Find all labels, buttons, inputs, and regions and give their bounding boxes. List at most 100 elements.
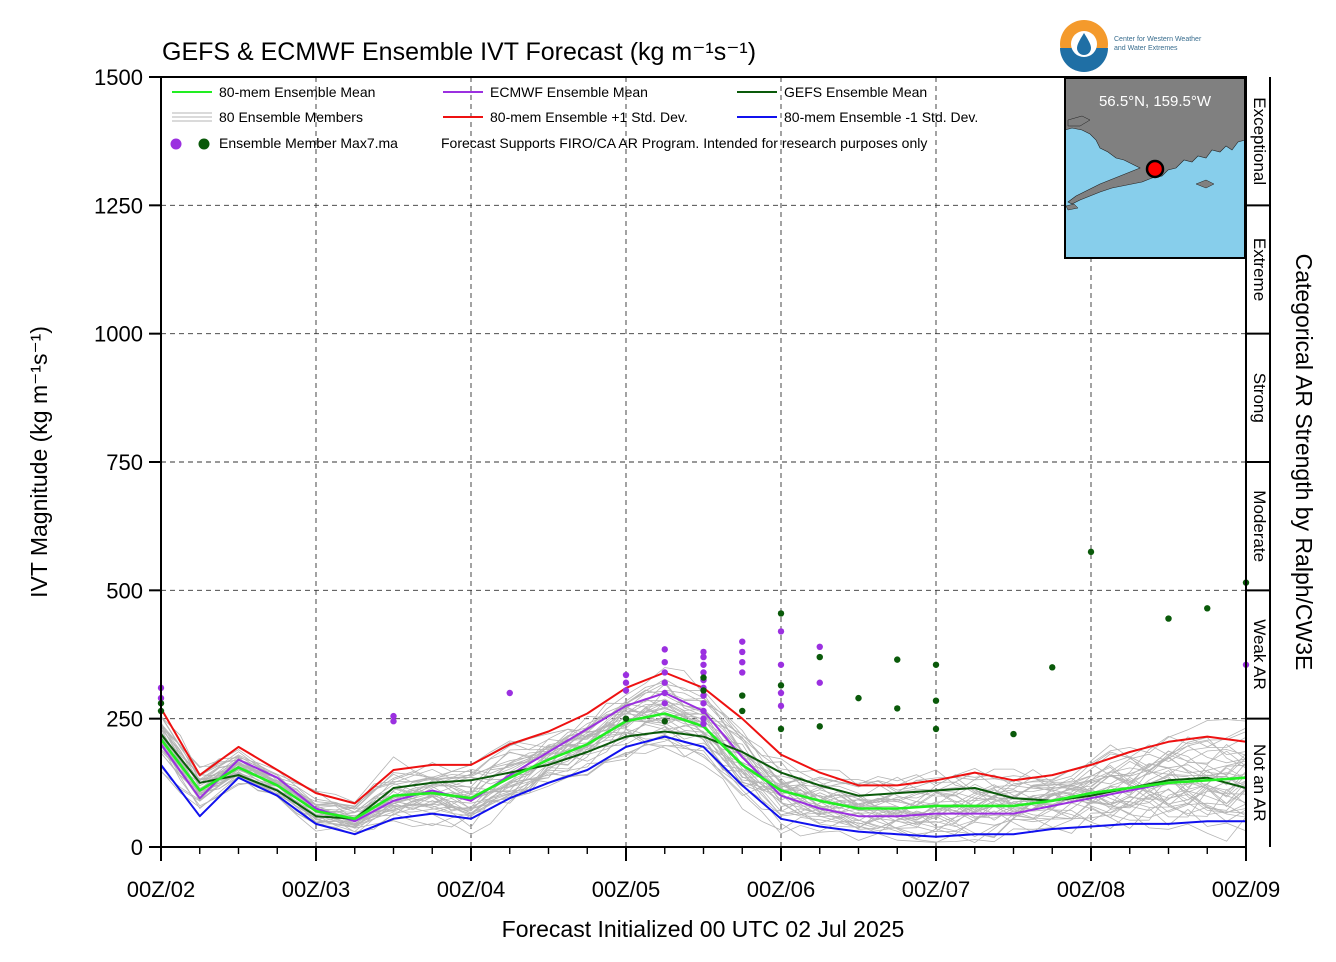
- x-tick-label-7: 00Z/09: [1212, 877, 1281, 902]
- gefs-max-dot-13: [855, 694, 862, 702]
- gefs-max-dot-12: [816, 723, 823, 730]
- cat-label-3: Strong: [1250, 373, 1269, 423]
- ecmwf-max-dot-21: [700, 700, 707, 707]
- logo-line1: Center for Western Weather: [1114, 36, 1202, 43]
- ar-category-axis: Not an AR Weak AR Moderate Strong Extreme Exc…: [1246, 97, 1270, 822]
- gefs-max-dot-14: [894, 656, 901, 663]
- cat-label-4: Extreme: [1250, 238, 1269, 301]
- cat-label-5: Exceptional: [1250, 97, 1269, 185]
- member-line-30: [160, 726, 1247, 838]
- y-axis: 0 250 500 750 1000 1250 1500: [94, 65, 161, 860]
- ecmwf-max-dot-32: [777, 702, 785, 710]
- right-axis-label: Categorical AR Strength by Ralph/CW3E: [1291, 254, 1317, 671]
- gefs-max-dot-6: [739, 692, 746, 699]
- ecmwf-max-dot-34: [816, 679, 823, 686]
- legend-label-minus-sd: 80-mem Ensemble -1 Std. Dev.: [784, 109, 978, 125]
- y-tick-label-3: 750: [106, 450, 143, 475]
- gefs-max-dot-21: [1087, 548, 1095, 556]
- ecmwf-max-dot-2: [390, 712, 397, 720]
- ecmwf-max-dot-9: [661, 659, 668, 666]
- ecmwf-max-dot-22: [700, 707, 707, 715]
- member-line-29: [160, 703, 1247, 824]
- y-tick-label-5: 1250: [94, 193, 143, 218]
- x-axis: 00Z/02 00Z/03 00Z/04 00Z/05 00Z/06 00Z/07 00Z/…: [127, 847, 1281, 902]
- cat-label-1: Weak AR: [1250, 619, 1269, 690]
- gefs-max-dot-16: [932, 661, 940, 668]
- gefs-max-dot-15: [894, 705, 901, 712]
- ecmwf-max-dot-23: [700, 715, 707, 722]
- max7-dots: [157, 548, 1250, 738]
- member-line-23: [160, 743, 1247, 844]
- ecmwf-max-dot-4: [506, 689, 513, 697]
- legend-dot-ecmwf: [170, 138, 182, 150]
- gefs-max-dot-20: [1049, 664, 1056, 671]
- legend: 80-mem Ensemble Mean ECMWF Ensemble Mean…: [170, 84, 978, 151]
- gefs-max-dot-17: [932, 697, 940, 704]
- ecmwf-max-dot-11: [661, 679, 668, 686]
- cat-label-0: Not an AR: [1250, 744, 1269, 822]
- y-axis-label: IVT Magnitude (kg m⁻¹s⁻¹): [26, 326, 52, 598]
- x-tick-label-5: 00Z/07: [902, 877, 971, 902]
- gridlines: [161, 77, 1246, 847]
- ecmwf-max-dot-29: [777, 628, 785, 635]
- inset-land: [1064, 77, 1246, 205]
- ecmwf-max-dot-24: [700, 720, 707, 727]
- inset-location-label: 56.5°N, 159.5°W: [1099, 93, 1212, 110]
- inset-island-b: [1195, 179, 1215, 189]
- x-tick-label-3: 00Z/05: [592, 877, 661, 902]
- y-tick-label-1: 250: [106, 707, 143, 732]
- y-tick-label-4: 1000: [94, 322, 143, 347]
- ecmwf-max-dot-5: [622, 671, 630, 679]
- x-tick-label-4: 00Z/06: [747, 877, 816, 902]
- legend-label-max7: Ensemble Member Max7.ma: [219, 135, 398, 151]
- x-tick-label-0: 00Z/02: [127, 877, 196, 902]
- inset-map: 56.5°N, 159.5°W: [1064, 77, 1246, 259]
- logo-line2: and Water Extremes: [1114, 45, 1178, 52]
- x-axis-label: Forecast Initialized 00 UTC 02 Jul 2025: [502, 916, 905, 942]
- gefs-max-dot-4: [700, 674, 707, 681]
- logo-water-icon: [1060, 48, 1108, 72]
- legend-label-ecmwf: ECMWF Ensemble Mean: [490, 84, 648, 100]
- legend-label-gefs: GEFS Ensemble Mean: [784, 84, 927, 100]
- inset-frame: [1064, 77, 1246, 259]
- series-line-4: [160, 735, 1246, 838]
- gefs-max-dot-5: [700, 687, 707, 694]
- y-tick-label-6: 1500: [94, 65, 143, 90]
- ecmwf-max-dot-14: [700, 648, 707, 656]
- chart-title: GEFS & ECMWF Ensemble IVT Forecast (kg m…: [162, 38, 756, 66]
- gefs-max-dot-23: [1204, 605, 1211, 612]
- cw3e-logo: Center for Western Weather and Water Ext…: [1060, 20, 1202, 72]
- member-line-32: [160, 702, 1247, 839]
- ecmwf-max-dot-10: [661, 669, 668, 676]
- ecmwf-max-dot-3: [390, 718, 397, 725]
- logo-drop-icon: [1077, 33, 1091, 55]
- legend-label-members: 80 Ensemble Members: [219, 109, 363, 125]
- member-line-12: [160, 717, 1247, 829]
- location-marker-icon: [1145, 159, 1165, 179]
- legend-label-mean: 80-mem Ensemble Mean: [219, 84, 375, 100]
- inset-island-c: [1065, 203, 1079, 211]
- ecmwf-max-dot-31: [777, 689, 785, 697]
- inset-island-a: [1067, 115, 1091, 127]
- ecmwf-max-dot-15: [700, 653, 707, 661]
- ecmwf-max-dot-6: [622, 679, 630, 686]
- member-line-16: [160, 709, 1247, 828]
- gefs-max-dot-7: [739, 707, 746, 715]
- ecmwf-max-dot-25: [739, 638, 746, 645]
- ecmwf-max-dot-27: [739, 659, 746, 666]
- member-line-5: [160, 745, 1247, 843]
- gefs-max-dot-2: [622, 715, 630, 722]
- gefs-max-dot-18: [932, 725, 940, 733]
- gefs-max-dot-9: [777, 682, 785, 689]
- gefs-max-dot-19: [1010, 730, 1017, 738]
- cat-label-2: Moderate: [1250, 490, 1269, 562]
- ecmwf-max-dot-16: [700, 661, 707, 668]
- gefs-max-dot-22: [1165, 615, 1172, 622]
- gefs-max-dot-11: [816, 653, 823, 661]
- ecmwf-max-dot-12: [661, 689, 668, 697]
- ecmwf-max-dot-30: [777, 661, 785, 668]
- ecmwf-max-dot-8: [661, 646, 668, 653]
- legend-note: Forecast Supports FIRO/CA AR Program. In…: [441, 135, 927, 151]
- ecmwf-max-dot-28: [739, 669, 746, 676]
